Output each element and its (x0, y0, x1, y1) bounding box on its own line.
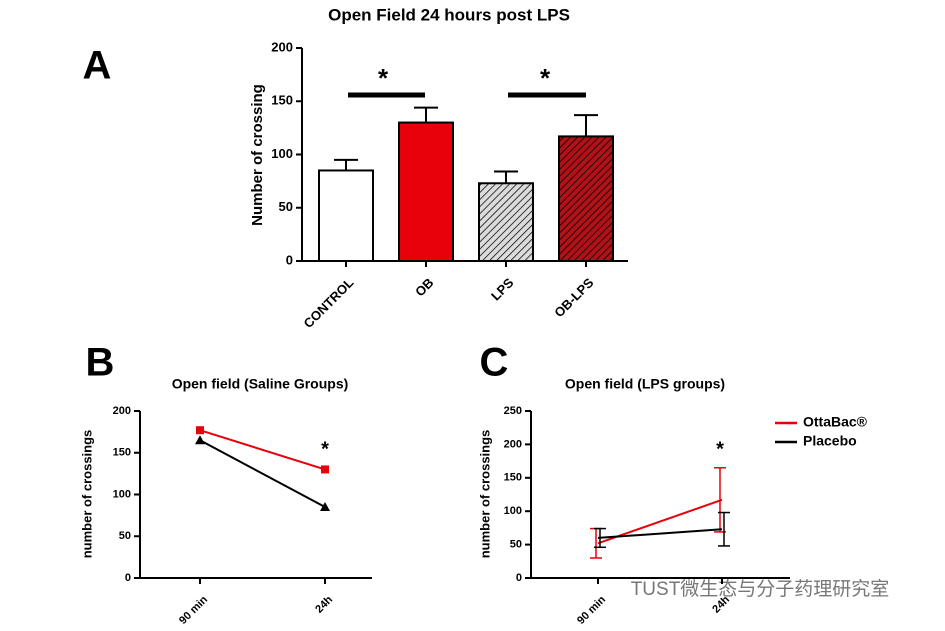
marker (195, 435, 205, 445)
x-tick-label: CONTROL (300, 275, 356, 331)
y-tick-label: 200 (271, 39, 293, 54)
bar (478, 182, 534, 263)
bar (558, 135, 614, 263)
y-tick-label: 200 (113, 405, 131, 417)
x-tick-label: 90 min (177, 594, 210, 627)
y-tick-label: 0 (516, 572, 522, 584)
x-tick-label: OB-LPS (551, 275, 597, 321)
bar (398, 121, 454, 262)
y-axis-label: Number of crossing (249, 84, 266, 226)
significance-star: * (716, 438, 724, 460)
panel-label: C (480, 341, 509, 385)
y-tick-label: 100 (504, 505, 522, 517)
legend-label: Placebo (803, 433, 857, 449)
marker (320, 502, 330, 512)
x-tick-label: 90 min (575, 594, 608, 627)
y-tick-label: 0 (286, 252, 293, 267)
marker (321, 465, 329, 474)
x-tick-label: OB (412, 275, 436, 299)
legend-label: OttaBac® (803, 414, 868, 430)
y-tick-label: 0 (125, 572, 131, 584)
y-tick-label: 200 (504, 438, 522, 450)
chart-title: Open Field 24 hours post LPS (328, 5, 570, 24)
y-axis-label: number of crossings (477, 430, 492, 559)
y-tick-label: 250 (504, 405, 522, 417)
significance-star: * (321, 438, 329, 460)
x-tick-label: 24h (313, 594, 335, 616)
panel-label: B (86, 341, 115, 385)
y-tick-label: 50 (510, 539, 522, 551)
chart-title: Open field (LPS groups) (565, 376, 725, 392)
series-line (597, 528, 723, 539)
watermark: TUST微生态与分子药理研究室 (631, 578, 890, 600)
panel-label: A (83, 44, 112, 88)
chart-title: Open field (Saline Groups) (172, 376, 349, 392)
bar (318, 169, 374, 263)
y-axis-label: number of crossings (79, 430, 94, 559)
series-line (199, 439, 326, 508)
x-tick-label: LPS (488, 275, 517, 304)
y-tick-label: 150 (113, 447, 131, 459)
y-tick-label: 100 (271, 146, 293, 161)
marker (196, 426, 204, 435)
significance-star: * (540, 63, 551, 93)
significance-star: * (378, 63, 389, 93)
series-line (199, 429, 326, 471)
y-tick-label: 150 (271, 93, 293, 108)
y-tick-label: 100 (113, 488, 131, 500)
y-tick-label: 50 (279, 199, 293, 214)
y-tick-label: 150 (504, 472, 522, 484)
y-tick-label: 50 (119, 530, 131, 542)
